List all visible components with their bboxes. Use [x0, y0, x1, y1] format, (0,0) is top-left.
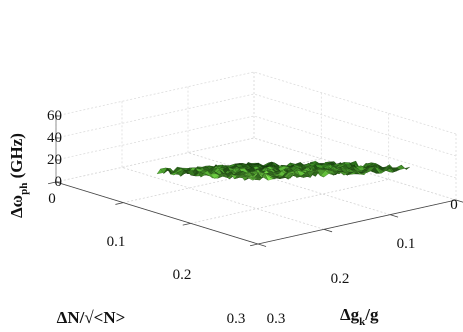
x-tick-label: 0.1 — [107, 234, 126, 250]
back-wall-grid-line — [253, 93, 457, 157]
x-axis-line — [55, 181, 259, 245]
z-tick-label: 20 — [47, 152, 62, 168]
grid — [55, 71, 457, 245]
surface — [156, 160, 410, 181]
x-tick-label: 0 — [48, 191, 56, 207]
back-wall-grid-line — [253, 115, 457, 179]
y-tick-mark — [257, 243, 267, 247]
x-tick-mark — [47, 181, 57, 185]
x-tick-label: 0.2 — [173, 267, 192, 283]
y-axis-line — [257, 199, 457, 245]
z-axis-title-sub: ph — [18, 183, 30, 195]
surface-patch — [254, 176, 264, 181]
y-axis-title-sub: k — [359, 316, 366, 328]
floor-grid-line — [190, 178, 389, 224]
back-wall-grid-line — [55, 93, 255, 139]
x-tick-mark — [182, 222, 191, 226]
axes — [47, 115, 463, 247]
y-tick-mark — [323, 228, 333, 233]
y-axis-title-tail: /g — [364, 305, 379, 324]
x-tick-label: 0.3 — [227, 311, 246, 327]
back-wall-grid-line — [55, 115, 255, 161]
x-tick-mark — [115, 202, 124, 205]
y-tick-mark — [389, 214, 399, 218]
back-wall-grid-line — [253, 71, 457, 135]
y-tick-label: 0.2 — [331, 271, 350, 287]
z-tick-label: 40 — [47, 130, 62, 146]
y-tick-label: 0 — [450, 197, 458, 213]
floor-grid-line — [187, 152, 391, 216]
y-axis-title-main: Δg — [340, 305, 360, 324]
x-tick-mark — [249, 243, 259, 247]
back-wall-grid-line — [55, 137, 255, 183]
z-axis-title-tail: (GHz) — [7, 133, 26, 183]
z-axis-title: Δωph (GHz) — [7, 133, 30, 218]
y-tick-label: 0.1 — [397, 236, 416, 252]
z-tick-label: 60 — [47, 108, 62, 124]
y-tick-label: 0.3 — [267, 311, 286, 327]
back-wall-grid-line — [55, 71, 255, 117]
z-axis-title-main: Δω — [7, 195, 26, 218]
x-axis-title: ΔN/√<N> — [57, 308, 126, 327]
floor-grid-line — [121, 166, 325, 230]
y-axis-title: Δgk/g — [340, 305, 379, 328]
z-tick-label: 0 — [55, 174, 63, 190]
